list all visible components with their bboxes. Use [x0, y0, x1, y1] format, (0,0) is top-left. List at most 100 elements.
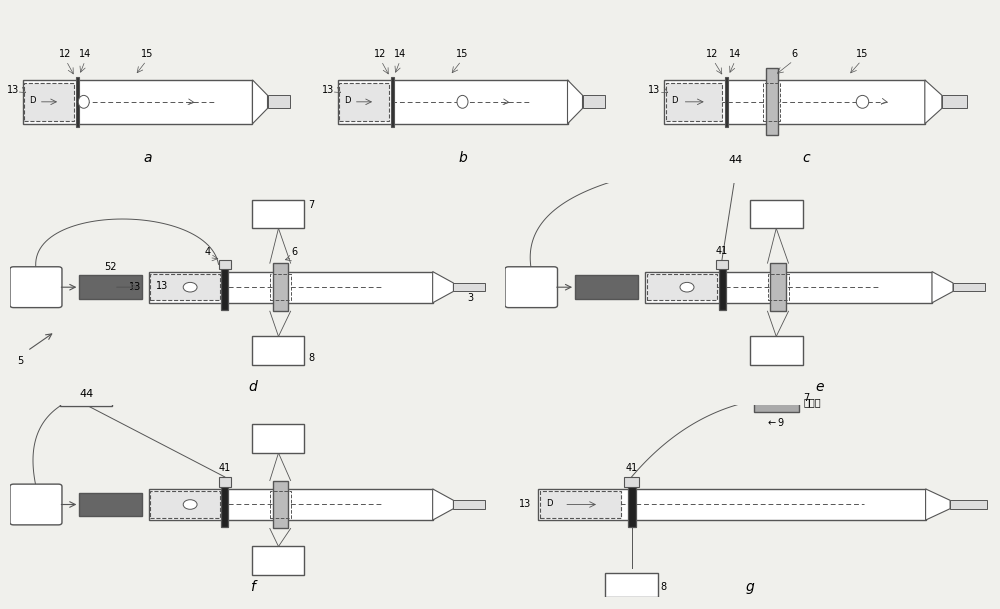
- Bar: [79, 275, 142, 299]
- Text: 14: 14: [729, 49, 741, 60]
- Bar: [149, 489, 433, 520]
- FancyBboxPatch shape: [710, 148, 762, 172]
- Text: 8: 8: [308, 353, 314, 363]
- Text: 13: 13: [648, 85, 660, 95]
- Circle shape: [856, 96, 869, 108]
- Text: D: D: [546, 499, 552, 508]
- Polygon shape: [568, 80, 582, 124]
- Bar: [763, 83, 780, 121]
- Bar: [252, 336, 304, 365]
- Bar: [339, 83, 389, 121]
- Text: 5: 5: [17, 356, 24, 365]
- Text: 7: 7: [803, 393, 809, 403]
- Polygon shape: [926, 489, 950, 520]
- Text: 3: 3: [467, 293, 473, 303]
- Text: 15: 15: [456, 49, 469, 60]
- Bar: [150, 274, 220, 300]
- Bar: [645, 272, 932, 303]
- Text: $\leftarrow$9: $\leftarrow$9: [766, 416, 786, 428]
- Polygon shape: [252, 80, 268, 124]
- Text: 13: 13: [322, 85, 334, 95]
- Text: 12: 12: [374, 49, 386, 60]
- Text: 51: 51: [29, 282, 43, 292]
- FancyBboxPatch shape: [10, 484, 62, 525]
- Circle shape: [457, 96, 468, 108]
- Text: g: g: [746, 580, 754, 594]
- Text: a: a: [143, 150, 152, 164]
- Polygon shape: [582, 95, 605, 108]
- Polygon shape: [925, 80, 942, 124]
- Text: 51: 51: [29, 499, 43, 510]
- Text: 15: 15: [141, 49, 154, 60]
- Circle shape: [183, 500, 197, 509]
- Bar: [750, 336, 802, 365]
- Text: 13: 13: [156, 281, 168, 291]
- Text: 14: 14: [79, 49, 91, 60]
- Bar: [252, 546, 304, 576]
- Bar: [766, 68, 778, 135]
- Bar: [624, 477, 639, 487]
- Bar: [221, 264, 228, 310]
- Bar: [664, 80, 925, 124]
- Bar: [79, 493, 142, 516]
- Polygon shape: [942, 95, 967, 108]
- Circle shape: [680, 283, 694, 292]
- Text: e: e: [816, 380, 824, 394]
- Text: 14: 14: [394, 49, 406, 60]
- Text: 51: 51: [524, 282, 538, 292]
- Bar: [219, 259, 231, 269]
- Bar: [149, 272, 433, 303]
- Bar: [750, 200, 802, 228]
- Bar: [605, 573, 658, 597]
- Text: 12: 12: [706, 49, 719, 60]
- Text: 13: 13: [7, 85, 19, 95]
- Text: D: D: [344, 96, 350, 105]
- Bar: [718, 264, 726, 310]
- Polygon shape: [433, 489, 453, 520]
- Bar: [770, 263, 786, 311]
- Bar: [252, 200, 304, 228]
- FancyBboxPatch shape: [60, 382, 112, 406]
- Text: 6: 6: [291, 247, 297, 257]
- Bar: [76, 77, 79, 127]
- Text: f: f: [250, 580, 255, 594]
- Text: 发射光: 发射光: [803, 398, 821, 407]
- Text: 13: 13: [129, 282, 142, 292]
- Text: D: D: [671, 96, 678, 105]
- Polygon shape: [953, 283, 984, 291]
- Text: 41: 41: [625, 463, 638, 473]
- Circle shape: [78, 96, 89, 108]
- Text: c: c: [802, 150, 810, 164]
- Bar: [538, 489, 926, 520]
- Bar: [273, 481, 288, 529]
- Circle shape: [183, 283, 197, 292]
- Polygon shape: [453, 501, 485, 509]
- Text: 41: 41: [219, 463, 231, 473]
- Bar: [716, 259, 728, 269]
- Bar: [252, 424, 304, 453]
- Bar: [628, 482, 636, 527]
- Polygon shape: [453, 283, 485, 291]
- Bar: [273, 263, 288, 311]
- Text: 44: 44: [729, 155, 743, 165]
- Polygon shape: [932, 272, 953, 303]
- Bar: [270, 491, 291, 518]
- Bar: [754, 390, 799, 412]
- Text: 6: 6: [791, 49, 798, 60]
- Text: 41: 41: [716, 246, 728, 256]
- Text: b: b: [458, 150, 467, 164]
- Bar: [338, 80, 568, 124]
- Bar: [391, 77, 394, 127]
- Text: 13: 13: [519, 499, 532, 510]
- Bar: [540, 491, 621, 518]
- FancyBboxPatch shape: [10, 267, 62, 308]
- Text: 52: 52: [104, 262, 117, 272]
- Bar: [219, 477, 231, 487]
- Polygon shape: [433, 272, 453, 303]
- Bar: [647, 274, 717, 300]
- Bar: [725, 77, 728, 127]
- Bar: [150, 491, 220, 518]
- Text: D: D: [29, 96, 35, 105]
- Text: 44: 44: [79, 389, 93, 399]
- Text: 12: 12: [59, 49, 71, 60]
